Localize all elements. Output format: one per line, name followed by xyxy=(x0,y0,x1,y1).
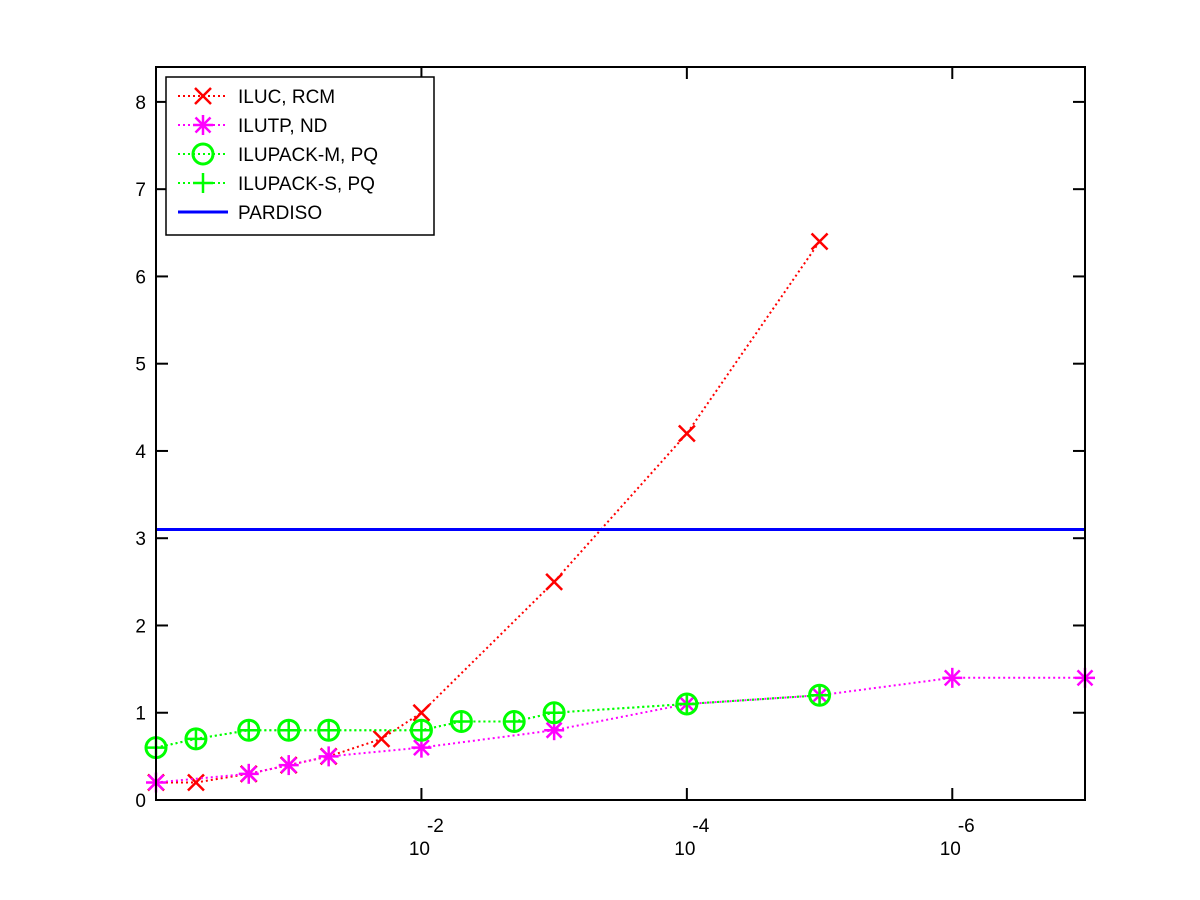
data-point-ilupack-s-pq-8 xyxy=(544,702,565,723)
data-point-ilupack-s-pq-6 xyxy=(451,711,472,732)
y-tick-label: 4 xyxy=(135,442,146,463)
data-point-iluc-rcm-7 xyxy=(545,572,564,591)
legend-marker-iluc-rcm xyxy=(194,87,212,105)
legend-label: PARDISO xyxy=(238,203,322,224)
legend-entry-iluc-rcm: ILUC, RCM xyxy=(178,87,335,108)
legend-label: ILUPACK-S, PQ xyxy=(238,174,375,195)
x-tick-label-base: 10 xyxy=(674,839,695,860)
legend-entry-ilupack-s-pq: ILUPACK-S, PQ xyxy=(178,173,375,195)
y-tick-label: 8 xyxy=(135,93,146,114)
legend-entry-pardiso: PARDISO xyxy=(178,203,322,224)
y-tick-label: 0 xyxy=(135,791,146,812)
data-point-ilutp-nd-3 xyxy=(318,746,339,767)
data-point-ilupack-s-pq-1 xyxy=(185,728,206,749)
data-point-ilupack-s-pq-4 xyxy=(318,720,339,741)
legend-entry-ilupack-m-pq: ILUPACK-M, PQ xyxy=(178,142,378,166)
legend-label: ILUC, RCM xyxy=(238,87,335,108)
data-point-ilupack-s-pq-7 xyxy=(504,711,525,732)
series-layer xyxy=(144,232,1095,793)
data-point-ilutp-nd-1 xyxy=(238,763,259,784)
series-line-ilupack-s-pq xyxy=(155,694,820,749)
data-point-ilupack-s-pq-2 xyxy=(238,720,259,741)
y-tick-label: 7 xyxy=(135,180,146,201)
legend-marker-ilupack-m-pq xyxy=(191,142,215,166)
legend-label: ILUPACK-M, PQ xyxy=(238,145,378,166)
series-line-iluc-rcm xyxy=(156,240,821,784)
x-tick-label-exponent: -4 xyxy=(692,816,709,837)
legend-entry-ilutp-nd: ILUTP, ND xyxy=(178,115,327,137)
data-point-iluc-rcm-6 xyxy=(412,703,431,722)
data-point-ilupack-s-pq-9 xyxy=(676,694,697,715)
x-tick-label-base: 10 xyxy=(409,839,430,860)
y-tick-label: 1 xyxy=(135,704,146,725)
x-tick-label-base: 10 xyxy=(940,839,961,860)
y-tick-label: 6 xyxy=(135,267,146,288)
data-point-iluc-rcm-1 xyxy=(187,773,205,792)
data-point-ilupack-s-pq-3 xyxy=(278,720,299,741)
series-line-ilutp-nd xyxy=(155,676,1085,784)
data-point-ilupack-s-pq-5 xyxy=(411,720,432,741)
legend-label: ILUTP, ND xyxy=(238,116,327,137)
x-tick-label-exponent: -6 xyxy=(958,816,975,837)
y-tick-label: 3 xyxy=(135,529,146,550)
y-tick-label: 5 xyxy=(135,355,146,376)
x-tick-label-exponent: -2 xyxy=(427,816,444,837)
legend-marker-ilutp-nd xyxy=(193,115,213,135)
data-point-ilutp-nd-8 xyxy=(942,667,963,688)
y-tick-label: 2 xyxy=(135,616,146,637)
data-point-iluc-rcm-9 xyxy=(810,232,829,251)
data-point-iluc-rcm-8 xyxy=(677,424,696,443)
data-point-ilutp-nd-2 xyxy=(278,755,299,776)
data-point-ilupack-s-pq-10 xyxy=(809,685,830,706)
data-point-iluc-rcm-5 xyxy=(372,730,391,748)
legend-marker-ilupack-s-pq xyxy=(193,173,213,193)
legend: ILUC, RCM ILUTP, ND ILUPACK-M, PQ ILUPACK-S… xyxy=(165,76,435,236)
axes-frame xyxy=(155,66,1086,801)
